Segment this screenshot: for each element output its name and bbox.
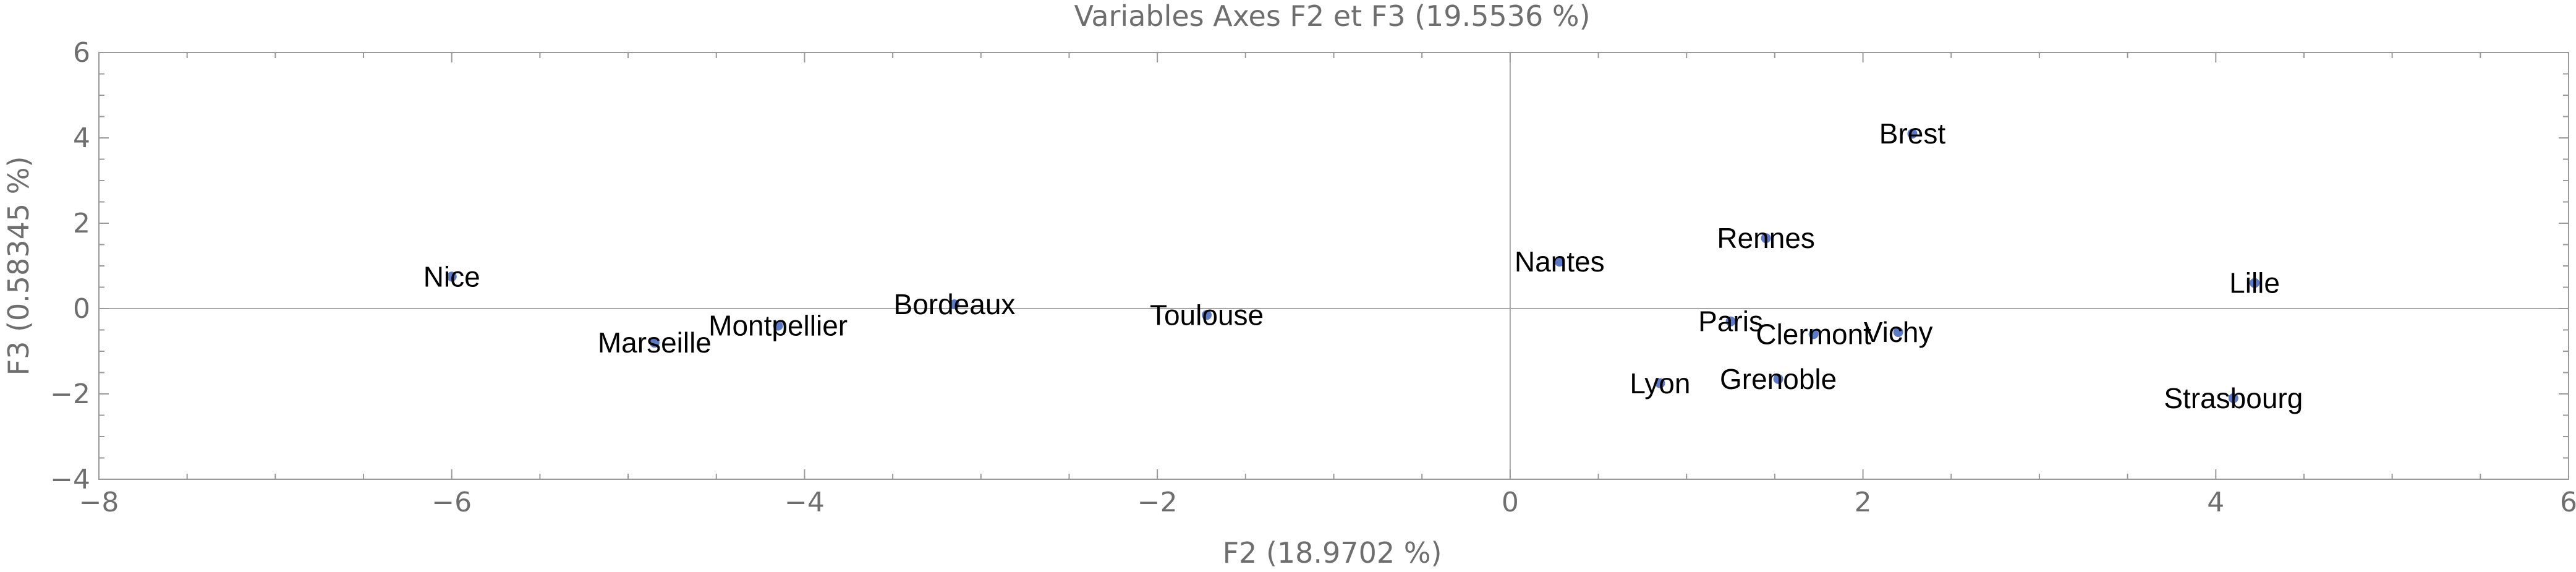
zero-lines (99, 53, 2569, 479)
y-tick-label: 6 (73, 37, 90, 69)
data-point (446, 271, 457, 282)
data-point-label: Toulouse (1150, 299, 1264, 331)
data-point (949, 299, 959, 310)
data-point-label: Clermont (1756, 318, 1871, 350)
y-tick-label: 0 (73, 293, 90, 325)
data-point-label: Paris (1698, 305, 1763, 338)
data-point (649, 338, 660, 348)
x-tick-label: 6 (2560, 487, 2576, 518)
data-point-label: Marseille (598, 327, 712, 359)
x-tick-label: −8 (79, 487, 119, 518)
data-point (1725, 316, 1736, 327)
x-tick-label: −2 (1137, 487, 1178, 518)
x-tick-label: −4 (784, 487, 825, 518)
x-tick-label: 0 (1502, 487, 1519, 518)
data-point (1761, 233, 1771, 244)
data-point (1655, 378, 1665, 388)
x-tick-label: 4 (2207, 487, 2224, 518)
data-point (1773, 374, 1783, 384)
data-point-label: Nantes (1515, 245, 1605, 278)
data-point (773, 320, 783, 331)
data-point-label: Strasbourg (2164, 382, 2303, 414)
y-tick-label: −2 (50, 378, 90, 410)
y-tick-label: 2 (73, 208, 90, 239)
x-axis-title: F2 (18.9702 %) (1223, 536, 1442, 570)
y-axis-title: F3 (0.58345 %) (2, 156, 35, 376)
chart-title: Variables Axes F2 et F3 (19.5536 %) (1074, 0, 1590, 33)
data-point-label: Vichy (1864, 316, 1933, 348)
data-point-label: Brest (1879, 117, 1946, 150)
data-point (1893, 327, 1903, 337)
data-point-label: Grenoble (1720, 363, 1837, 395)
data-point (1907, 129, 1918, 139)
y-tick-labels: −4 −2 0 2 4 6 (50, 37, 90, 495)
data-point (1808, 329, 1819, 339)
axis-ticks (98, 52, 2569, 480)
data-point (1554, 257, 1565, 267)
data-point-label: Rennes (1717, 222, 1815, 254)
x-tick-label: 2 (1855, 487, 1872, 518)
x-tick-labels: −8 −6 −4 −2 0 2 4 6 (79, 487, 2576, 518)
data-point-label: Montpellier (708, 310, 848, 342)
data-point-label: Lyon (1630, 367, 1690, 399)
y-tick-label: −4 (50, 464, 90, 495)
data-point (1202, 310, 1212, 320)
y-tick-label: 4 (73, 122, 90, 154)
data-point-label: Lille (2229, 267, 2280, 299)
data-point-label: Nice (423, 260, 480, 292)
data-point (2250, 278, 2260, 288)
data-points (446, 129, 2260, 403)
data-point-label: Bordeaux (894, 288, 1016, 320)
data-point (2228, 393, 2238, 403)
x-tick-label: −6 (431, 487, 472, 518)
